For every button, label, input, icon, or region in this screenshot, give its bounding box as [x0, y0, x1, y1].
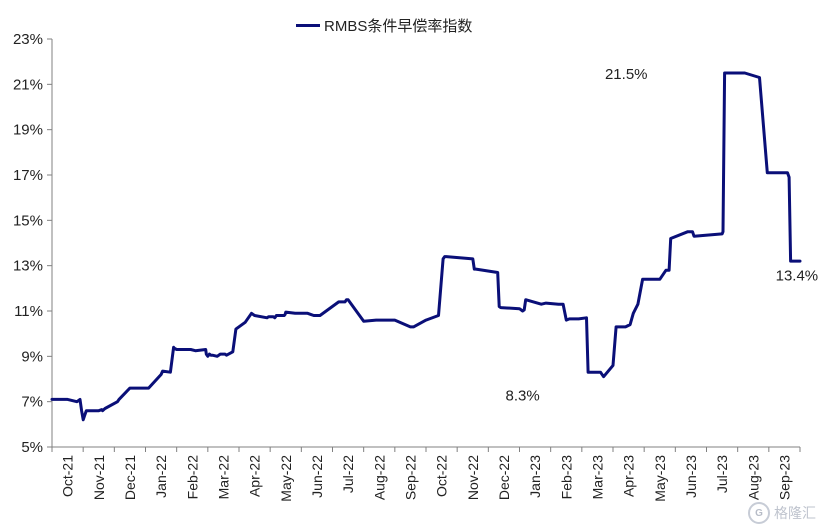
- y-tick-label: 15%: [13, 212, 43, 229]
- y-tick-label: 17%: [13, 167, 43, 184]
- y-tick-label: 7%: [21, 394, 43, 411]
- y-tick-label: 11%: [14, 303, 43, 320]
- y-tick-label: 23%: [13, 31, 43, 48]
- watermark: G 格隆汇: [748, 502, 816, 524]
- x-tick-label: Feb-22: [184, 455, 200, 500]
- x-tick-label: Jul-22: [340, 455, 356, 493]
- x-tick-label: Dec-22: [496, 455, 512, 500]
- x-tick-label: Oct-21: [60, 455, 76, 497]
- x-tick-label: Aug-22: [371, 455, 387, 500]
- y-tick-label: 21%: [13, 76, 43, 93]
- y-tick-label: 9%: [21, 348, 43, 365]
- x-tick-label: Apr-22: [247, 455, 263, 497]
- data-label: 8.3%: [506, 388, 540, 405]
- x-tick-label: May-23: [652, 455, 668, 502]
- x-tick-label: Jun-22: [309, 455, 325, 498]
- chart-legend: RMBS条件早偿率指数: [296, 14, 472, 36]
- x-tick-label: Aug-23: [745, 455, 761, 500]
- legend-swatch: [296, 23, 320, 27]
- legend-label-rmbs-cpr: RMBS条件早偿率指数: [324, 17, 473, 35]
- x-tick-label: Nov-21: [91, 455, 107, 500]
- watermark-text: 格隆汇: [774, 505, 816, 521]
- y-tick-label: 5%: [21, 439, 43, 456]
- x-tick-label: Jan-23: [527, 455, 543, 498]
- y-tick-label: 19%: [13, 122, 43, 139]
- x-tick-label: Jul-23: [714, 455, 730, 493]
- x-tick-label: Mar-22: [215, 455, 231, 500]
- series-line-rmbs-cpr: [50, 71, 802, 422]
- x-tick-label: Oct-22: [434, 455, 450, 497]
- x-tick-label: Jun-23: [683, 455, 699, 498]
- x-tick-label: Jan-22: [153, 455, 169, 498]
- watermark-logo-icon: G: [748, 502, 770, 524]
- y-tick-label: 13%: [13, 258, 43, 275]
- x-tick-label: Mar-23: [589, 455, 605, 500]
- x-tick-label: May-22: [278, 455, 294, 502]
- x-tick-label: Apr-23: [621, 455, 637, 497]
- data-label: 13.4%: [776, 268, 819, 285]
- x-tick-label: Sep-22: [402, 455, 418, 500]
- x-tick-label: Feb-23: [558, 455, 574, 500]
- x-tick-label: Nov-22: [465, 455, 481, 500]
- data-label: 21.5%: [605, 66, 648, 83]
- x-tick-label: Dec-21: [122, 455, 138, 500]
- x-tick-label: Sep-23: [776, 455, 792, 500]
